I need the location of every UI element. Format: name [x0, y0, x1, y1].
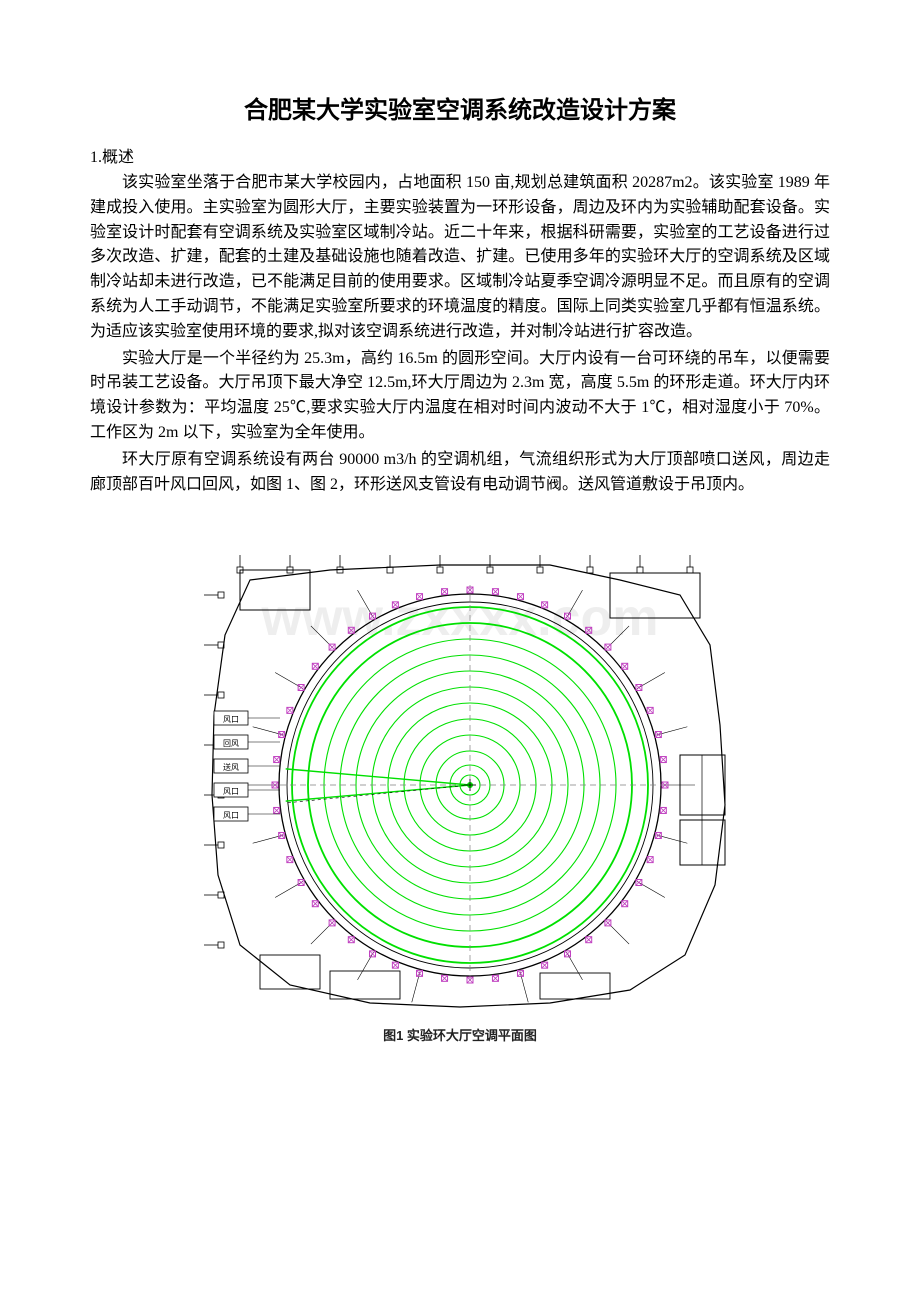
figure-1-container: www.zxxxx.com风口回风送风风口风口 图1 实验环大厅空调平面图: [180, 525, 740, 1044]
paragraph-2: 实验大厅是一个半径约为 25.3m，高约 16.5m 的圆形空间。大厅内设有一台…: [90, 347, 830, 446]
svg-text:风口: 风口: [223, 787, 239, 796]
section-1-heading: 1.概述: [90, 143, 830, 167]
svg-text:风口: 风口: [223, 715, 239, 724]
svg-text:送风: 送风: [223, 762, 239, 772]
figure-1-caption: 图1 实验环大厅空调平面图: [180, 1025, 740, 1044]
paragraph-3: 环大厅原有空调系统设有两台 90000 m3/h 的空调机组，气流组织形式为大厅…: [90, 448, 830, 498]
svg-text:www.zxxxx.com: www.zxxxx.com: [261, 589, 659, 647]
svg-text:回风: 回风: [223, 739, 239, 748]
svg-text:风口: 风口: [223, 811, 239, 820]
page-title: 合肥某大学实验室空调系统改造设计方案: [90, 90, 830, 125]
figure-1-svg: www.zxxxx.com风口回风送风风口风口: [180, 525, 740, 1015]
paragraph-1: 该实验室坐落于合肥市某大学校园内，占地面积 150 亩,规划总建筑面积 2028…: [90, 171, 830, 345]
